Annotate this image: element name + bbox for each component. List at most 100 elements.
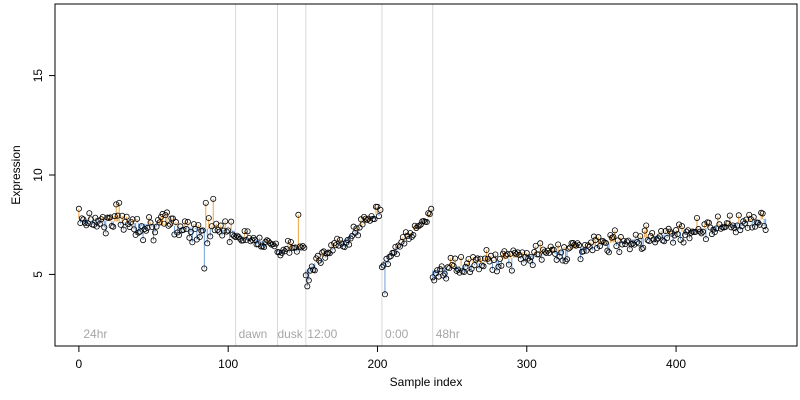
data-point xyxy=(283,245,290,252)
data-points xyxy=(75,195,769,298)
x-tick-label: 200 xyxy=(367,357,387,371)
data-point xyxy=(556,253,563,260)
data-point xyxy=(113,201,120,208)
data-point xyxy=(302,272,309,279)
data-point xyxy=(146,214,153,221)
data-point xyxy=(658,228,665,235)
data-point xyxy=(550,246,557,253)
data-point xyxy=(535,251,542,258)
plot-border xyxy=(54,3,798,347)
data-point xyxy=(141,226,148,233)
data-point xyxy=(337,236,344,243)
data-point xyxy=(284,237,291,244)
data-point xyxy=(135,229,142,236)
data-point xyxy=(153,223,160,230)
data-point xyxy=(456,269,463,276)
data-point xyxy=(504,251,511,258)
data-point xyxy=(202,199,209,206)
data-point xyxy=(341,243,348,250)
data-point xyxy=(647,233,654,240)
data-point xyxy=(713,225,720,232)
data-point xyxy=(343,239,350,246)
data-point xyxy=(261,244,268,251)
data-point xyxy=(432,270,439,277)
data-point xyxy=(240,237,247,244)
data-point xyxy=(111,213,118,220)
data-point xyxy=(586,243,593,250)
data-point xyxy=(334,235,341,242)
data-point xyxy=(383,255,390,262)
data-point xyxy=(620,237,627,244)
data-point xyxy=(449,261,456,268)
data-point xyxy=(637,233,644,240)
data-point xyxy=(408,233,415,240)
data-point xyxy=(152,229,159,236)
data-point xyxy=(320,248,327,255)
data-point xyxy=(228,218,235,225)
data-point xyxy=(207,233,214,240)
data-point xyxy=(392,243,399,250)
data-point xyxy=(693,214,700,221)
data-point xyxy=(199,227,206,234)
data-point xyxy=(292,244,299,251)
data-point xyxy=(673,227,680,234)
data-point xyxy=(462,263,469,270)
data-point xyxy=(580,248,587,255)
data-point xyxy=(244,228,251,235)
data-point xyxy=(143,227,150,234)
data-point xyxy=(275,249,282,256)
data-point xyxy=(674,231,681,238)
data-point xyxy=(571,241,578,248)
data-point xyxy=(431,277,438,284)
data-point xyxy=(505,261,512,268)
data-point xyxy=(555,241,562,248)
data-point xyxy=(698,230,705,237)
data-point xyxy=(180,226,187,233)
data-point xyxy=(679,223,686,230)
y-tick-label: 10 xyxy=(31,168,45,182)
data-point xyxy=(196,234,203,241)
data-point xyxy=(686,235,693,242)
data-point xyxy=(649,230,656,237)
data-point xyxy=(680,239,687,246)
data-point xyxy=(234,232,241,239)
data-point xyxy=(540,246,547,253)
data-point xyxy=(99,213,106,220)
data-point xyxy=(280,246,287,253)
data-point xyxy=(735,212,742,219)
data-point xyxy=(481,255,488,262)
data-point xyxy=(356,224,363,231)
data-point xyxy=(353,225,360,232)
data-point xyxy=(393,251,400,258)
data-point xyxy=(671,232,678,239)
data-point xyxy=(577,256,584,263)
data-point xyxy=(644,237,651,244)
data-point xyxy=(453,267,460,274)
data-point xyxy=(359,221,366,228)
data-point xyxy=(286,249,293,256)
data-point xyxy=(537,240,544,247)
data-point xyxy=(241,228,248,235)
region-label: 48hr xyxy=(436,327,460,341)
data-point xyxy=(529,262,536,269)
data-point xyxy=(474,255,481,262)
data-point xyxy=(311,267,318,274)
data-point xyxy=(386,253,393,260)
data-point xyxy=(163,209,170,216)
data-point xyxy=(547,243,554,250)
data-point xyxy=(350,223,357,230)
data-point xyxy=(144,224,151,231)
data-point xyxy=(319,249,326,256)
data-point xyxy=(661,238,668,245)
data-point xyxy=(759,210,766,217)
data-point xyxy=(652,239,659,246)
data-point xyxy=(487,252,494,259)
data-point xyxy=(192,225,199,232)
data-point xyxy=(749,224,756,231)
data-point xyxy=(147,219,154,226)
data-point xyxy=(293,248,300,255)
data-point xyxy=(492,251,499,258)
data-point xyxy=(434,267,441,274)
data-point xyxy=(519,249,526,256)
